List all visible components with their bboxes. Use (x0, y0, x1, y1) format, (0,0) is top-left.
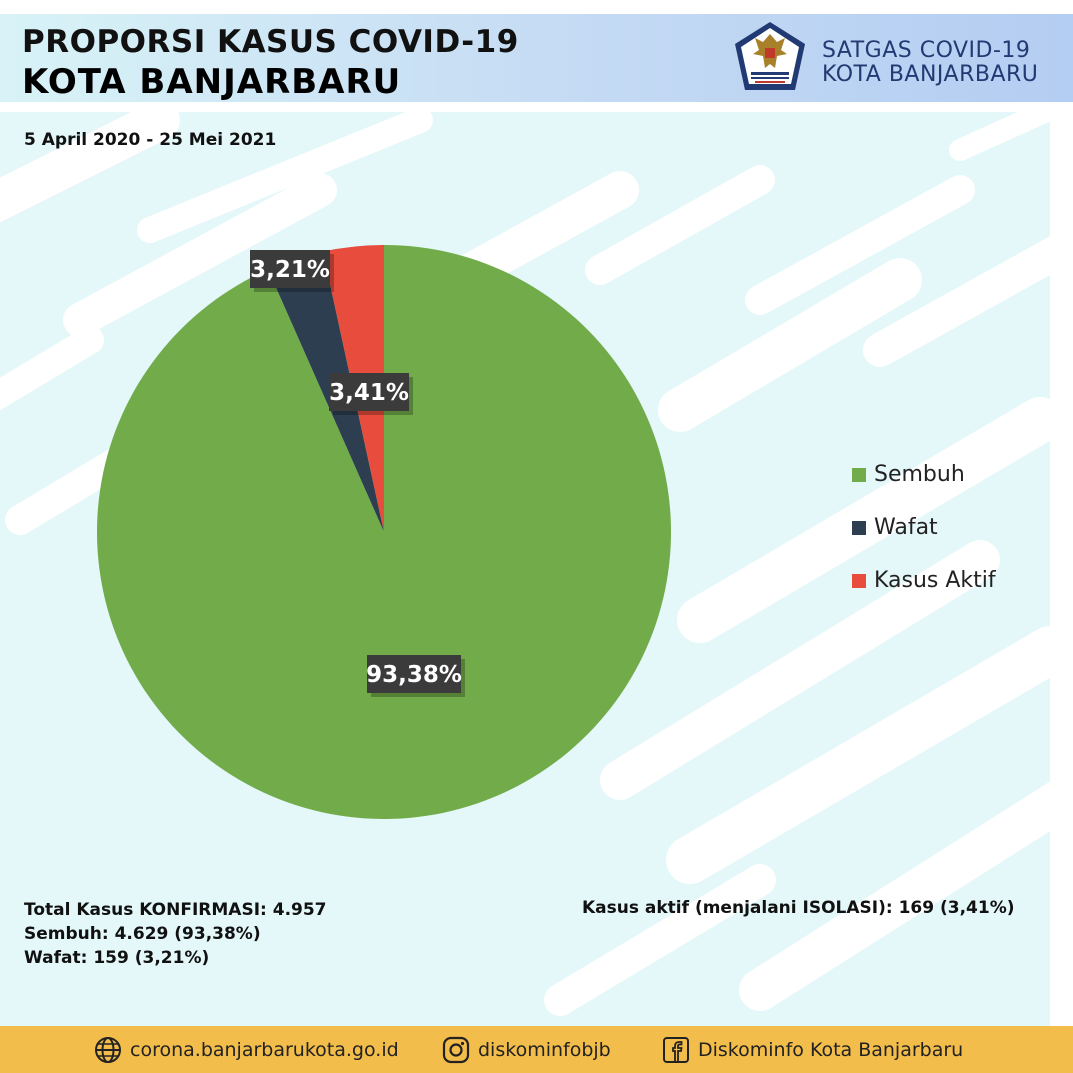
globe-icon (95, 1037, 121, 1063)
page-title-line2: KOTA BANJARBARU (22, 62, 402, 102)
data-label-text-sembuh: 93,38% (366, 662, 462, 688)
footer-bar: corona.banjarbarukota.go.id diskominfobj… (0, 1026, 1073, 1073)
org-name-line1: SATGAS COVID-19 (822, 38, 1031, 63)
stat-sembuh: Sembuh: 4.629 (93,38%) (24, 924, 261, 944)
garuda-emblem-logo (735, 22, 805, 90)
legend-swatch-wafat (852, 520, 866, 535)
legend-item-wafat: Wafat (852, 515, 938, 540)
pie-slice-sembuh (97, 245, 672, 820)
legend-label-sembuh: Sembuh (874, 462, 965, 487)
legend-label-wafat: Wafat (874, 515, 938, 540)
legend-label-kasus-aktif: Kasus Aktif (874, 568, 996, 593)
facebook-icon (663, 1037, 689, 1063)
footer-instagram-text: diskominfobjb (478, 1039, 611, 1061)
legend-swatch-kasus-aktif (852, 573, 866, 588)
stat-total: Total Kasus KONFIRMASI: 4.957 (24, 900, 327, 920)
legend-item-kasus-aktif: Kasus Aktif (852, 568, 996, 593)
data-label-text-kasus-aktif: 3,41% (329, 380, 409, 406)
data-label-kasus-aktif: 3,41% (329, 373, 413, 415)
date-range: 5 April 2020 - 25 Mei 2021 (24, 130, 277, 150)
stat-aktif: Kasus aktif (menjalani ISOLASI): 169 (3,… (582, 898, 1015, 918)
footer-website-text: corona.banjarbarukota.go.id (130, 1039, 399, 1061)
legend-swatch-sembuh (852, 467, 866, 482)
instagram-icon (442, 1036, 470, 1064)
data-label-sembuh: 93,38% (366, 655, 465, 697)
footer-website[interactable]: corona.banjarbarukota.go.id (94, 1036, 399, 1064)
footer-instagram[interactable]: diskominfobjb (442, 1036, 611, 1064)
legend-item-sembuh: Sembuh (852, 462, 965, 487)
stats-summary: Total Kasus KONFIRMASI: 4.957 Sembuh: 4.… (24, 898, 327, 970)
stat-wafat: Wafat: 159 (3,21%) (24, 948, 210, 968)
footer-facebook-text: Diskominfo Kota Banjarbaru (698, 1039, 964, 1061)
footer-facebook[interactable]: Diskominfo Kota Banjarbaru (662, 1036, 963, 1064)
data-label-text-wafat: 3,21% (250, 257, 330, 283)
data-label-wafat: 3,21% (250, 250, 334, 292)
pie-slice-wafat (268, 251, 384, 533)
org-name-line2: KOTA BANJARBARU (822, 62, 1039, 87)
page-title-line1: PROPORSI KASUS COVID-19 (22, 24, 519, 60)
